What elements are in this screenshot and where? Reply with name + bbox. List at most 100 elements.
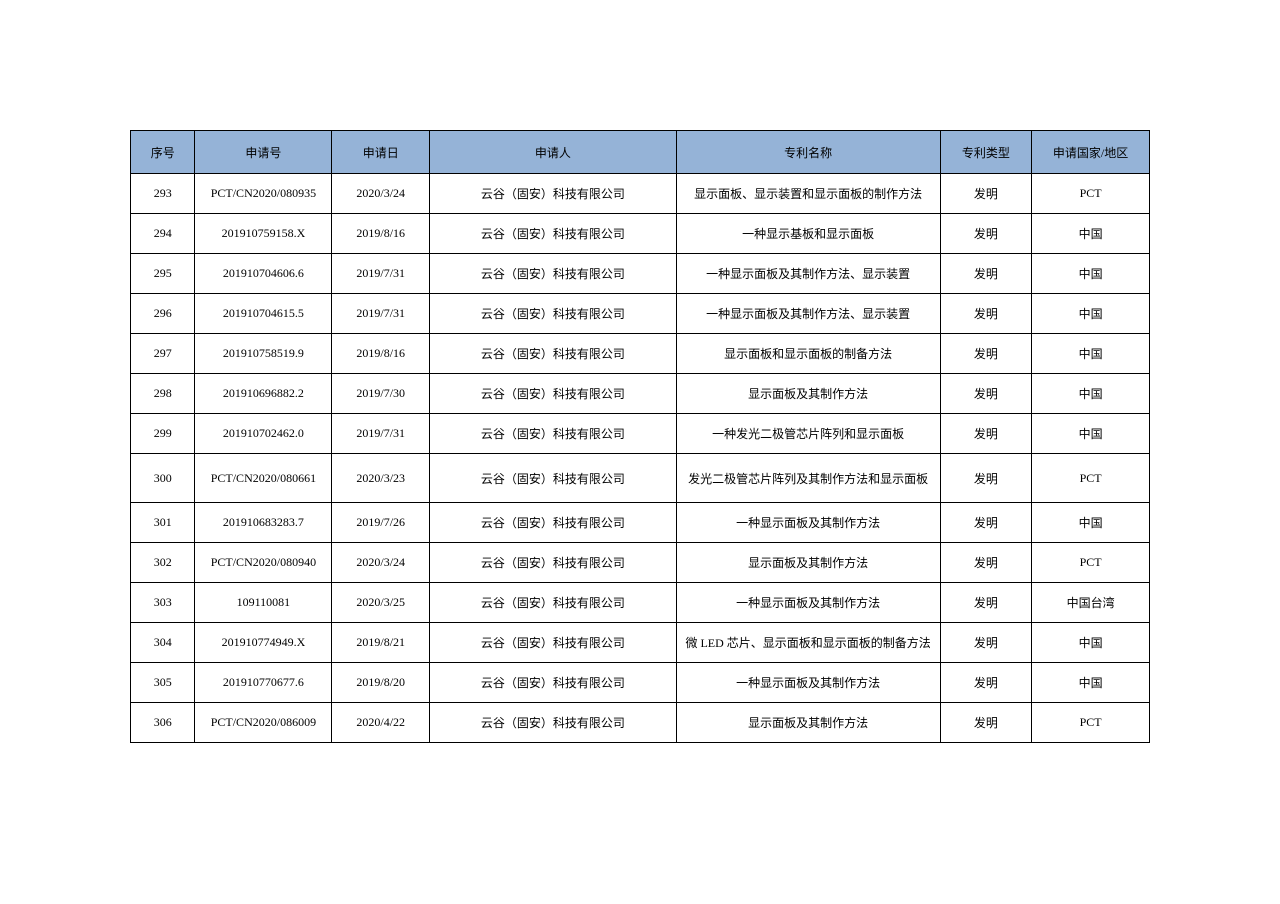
cell-4-1: 201910758519.9 bbox=[195, 334, 332, 374]
cell-1-2: 2019/8/16 bbox=[332, 214, 430, 254]
cell-8-2: 2019/7/26 bbox=[332, 503, 430, 543]
table-body: 293PCT/CN2020/0809352020/3/24云谷（固安）科技有限公… bbox=[131, 174, 1150, 743]
cell-13-1: PCT/CN2020/086009 bbox=[195, 703, 332, 743]
cell-7-2: 2020/3/23 bbox=[332, 454, 430, 503]
cell-8-3: 云谷（固安）科技有限公司 bbox=[430, 503, 677, 543]
col-header-0: 序号 bbox=[131, 131, 195, 174]
cell-5-0: 298 bbox=[131, 374, 195, 414]
cell-10-6: 中国台湾 bbox=[1032, 583, 1150, 623]
cell-5-6: 中国 bbox=[1032, 374, 1150, 414]
table-row: 305201910770677.62019/8/20云谷（固安）科技有限公司一种… bbox=[131, 663, 1150, 703]
cell-4-6: 中国 bbox=[1032, 334, 1150, 374]
cell-4-3: 云谷（固安）科技有限公司 bbox=[430, 334, 677, 374]
cell-12-2: 2019/8/20 bbox=[332, 663, 430, 703]
cell-8-4: 一种显示面板及其制作方法 bbox=[676, 503, 940, 543]
table-container: 序号申请号申请日申请人专利名称专利类型申请国家/地区 293 PCT/CN2020… bbox=[0, 0, 1280, 743]
cell-12-5: 发明 bbox=[940, 663, 1032, 703]
cell-1-5: 发明 bbox=[940, 214, 1032, 254]
cell-7-3: 云谷（固安）科技有限公司 bbox=[430, 454, 677, 503]
cell-7-4: 发光二极管芯片阵列及其制作方法和显示面板 bbox=[676, 454, 940, 503]
col-header-4: 专利名称 bbox=[676, 131, 940, 174]
cell-10-1: 109110081 bbox=[195, 583, 332, 623]
cell-13-6: PCT bbox=[1032, 703, 1150, 743]
col-header-1: 申请号 bbox=[195, 131, 332, 174]
cell-2-1: 201910704606.6 bbox=[195, 254, 332, 294]
cell-1-1: 201910759158.X bbox=[195, 214, 332, 254]
cell-2-0: 295 bbox=[131, 254, 195, 294]
cell-3-5: 发明 bbox=[940, 294, 1032, 334]
cell-9-0: 302 bbox=[131, 543, 195, 583]
table-header: 序号申请号申请日申请人专利名称专利类型申请国家/地区 bbox=[131, 131, 1150, 174]
table-row: 306PCT/CN2020/0860092020/4/22云谷（固安）科技有限公… bbox=[131, 703, 1150, 743]
cell-5-4: 显示面板及其制作方法 bbox=[676, 374, 940, 414]
cell-11-1: 201910774949.X bbox=[195, 623, 332, 663]
table-row: 301201910683283.72019/7/26云谷（固安）科技有限公司一种… bbox=[131, 503, 1150, 543]
cell-12-3: 云谷（固安）科技有限公司 bbox=[430, 663, 677, 703]
cell-13-5: 发明 bbox=[940, 703, 1032, 743]
table-row: 293PCT/CN2020/0809352020/3/24云谷（固安）科技有限公… bbox=[131, 174, 1150, 214]
cell-11-5: 发明 bbox=[940, 623, 1032, 663]
cell-0-3: 云谷（固安）科技有限公司 bbox=[430, 174, 677, 214]
cell-10-4: 一种显示面板及其制作方法 bbox=[676, 583, 940, 623]
col-header-6: 申请国家/地区 bbox=[1032, 131, 1150, 174]
cell-3-2: 2019/7/31 bbox=[332, 294, 430, 334]
cell-6-6: 中国 bbox=[1032, 414, 1150, 454]
cell-5-2: 2019/7/30 bbox=[332, 374, 430, 414]
cell-9-3: 云谷（固安）科技有限公司 bbox=[430, 543, 677, 583]
cell-3-3: 云谷（固安）科技有限公司 bbox=[430, 294, 677, 334]
cell-10-0: 303 bbox=[131, 583, 195, 623]
table-row: 295201910704606.62019/7/31云谷（固安）科技有限公司一种… bbox=[131, 254, 1150, 294]
cell-13-4: 显示面板及其制作方法 bbox=[676, 703, 940, 743]
cell-11-2: 2019/8/21 bbox=[332, 623, 430, 663]
table-row: 296201910704615.52019/7/31云谷（固安）科技有限公司一种… bbox=[131, 294, 1150, 334]
patent-table: 序号申请号申请日申请人专利名称专利类型申请国家/地区 293 PCT/CN2020… bbox=[130, 130, 1150, 743]
cell-10-5: 发明 bbox=[940, 583, 1032, 623]
cell-1-3: 云谷（固安）科技有限公司 bbox=[430, 214, 677, 254]
cell-3-0: 296 bbox=[131, 294, 195, 334]
cell-7-0: 300 bbox=[131, 454, 195, 503]
col-header-2: 申请日 bbox=[332, 131, 430, 174]
table-row: 298201910696882.22019/7/30云谷（固安）科技有限公司显示… bbox=[131, 374, 1150, 414]
cell-2-5: 发明 bbox=[940, 254, 1032, 294]
cell-8-5: 发明 bbox=[940, 503, 1032, 543]
table-row: 3031091100812020/3/25云谷（固安）科技有限公司一种显示面板及… bbox=[131, 583, 1150, 623]
cell-9-5: 发明 bbox=[940, 543, 1032, 583]
cell-5-5: 发明 bbox=[940, 374, 1032, 414]
cell-7-6: PCT bbox=[1032, 454, 1150, 503]
cell-1-0: 294 bbox=[131, 214, 195, 254]
cell-9-6: PCT bbox=[1032, 543, 1150, 583]
cell-11-6: 中国 bbox=[1032, 623, 1150, 663]
cell-2-6: 中国 bbox=[1032, 254, 1150, 294]
cell-0-2: 2020/3/24 bbox=[332, 174, 430, 214]
table-row: 304201910774949.X2019/8/21云谷（固安）科技有限公司微 … bbox=[131, 623, 1150, 663]
col-header-5: 专利类型 bbox=[940, 131, 1032, 174]
cell-6-4: 一种发光二极管芯片阵列和显示面板 bbox=[676, 414, 940, 454]
cell-8-6: 中国 bbox=[1032, 503, 1150, 543]
cell-9-1: PCT/CN2020/080940 bbox=[195, 543, 332, 583]
cell-0-6: PCT bbox=[1032, 174, 1150, 214]
cell-5-1: 201910696882.2 bbox=[195, 374, 332, 414]
cell-2-2: 2019/7/31 bbox=[332, 254, 430, 294]
cell-0-0: 293 bbox=[131, 174, 195, 214]
cell-4-2: 2019/8/16 bbox=[332, 334, 430, 374]
cell-0-5: 发明 bbox=[940, 174, 1032, 214]
cell-13-0: 306 bbox=[131, 703, 195, 743]
table-row: 299201910702462.02019/7/31云谷（固安）科技有限公司一种… bbox=[131, 414, 1150, 454]
cell-6-5: 发明 bbox=[940, 414, 1032, 454]
cell-6-1: 201910702462.0 bbox=[195, 414, 332, 454]
cell-7-1: PCT/CN2020/080661 bbox=[195, 454, 332, 503]
cell-11-0: 304 bbox=[131, 623, 195, 663]
cell-4-4: 显示面板和显示面板的制备方法 bbox=[676, 334, 940, 374]
cell-1-4: 一种显示基板和显示面板 bbox=[676, 214, 940, 254]
cell-1-6: 中国 bbox=[1032, 214, 1150, 254]
table-row: 297201910758519.92019/8/16云谷（固安）科技有限公司显示… bbox=[131, 334, 1150, 374]
cell-12-6: 中国 bbox=[1032, 663, 1150, 703]
cell-3-4: 一种显示面板及其制作方法、显示装置 bbox=[676, 294, 940, 334]
cell-11-3: 云谷（固安）科技有限公司 bbox=[430, 623, 677, 663]
cell-4-0: 297 bbox=[131, 334, 195, 374]
cell-9-2: 2020/3/24 bbox=[332, 543, 430, 583]
cell-12-4: 一种显示面板及其制作方法 bbox=[676, 663, 940, 703]
table-row: 294201910759158.X2019/8/16云谷（固安）科技有限公司一种… bbox=[131, 214, 1150, 254]
cell-10-3: 云谷（固安）科技有限公司 bbox=[430, 583, 677, 623]
cell-8-1: 201910683283.7 bbox=[195, 503, 332, 543]
